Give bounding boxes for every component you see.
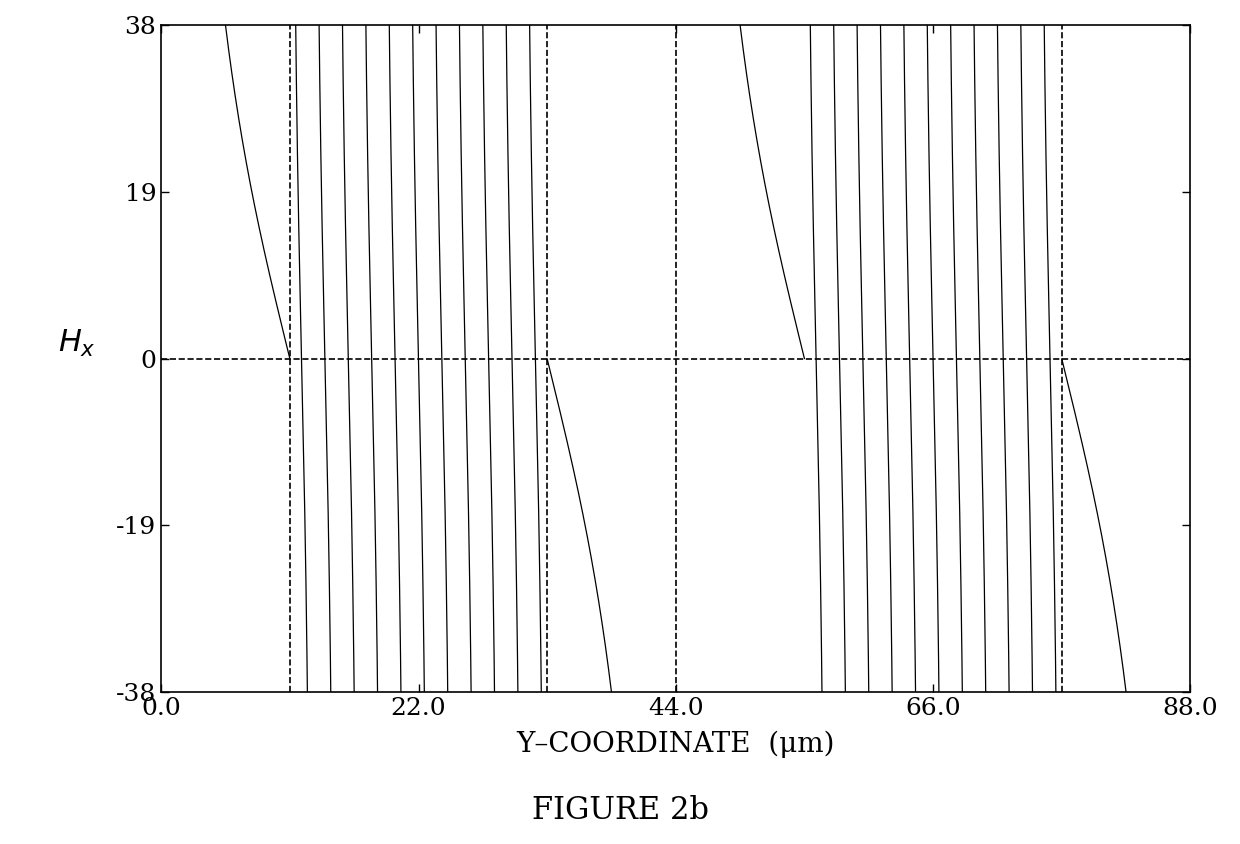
Text: FIGURE 2b: FIGURE 2b	[532, 795, 708, 825]
X-axis label: Y–COORDINATE  (μm): Y–COORDINATE (μm)	[517, 731, 835, 759]
Y-axis label: $H_x$: $H_x$	[58, 327, 95, 359]
